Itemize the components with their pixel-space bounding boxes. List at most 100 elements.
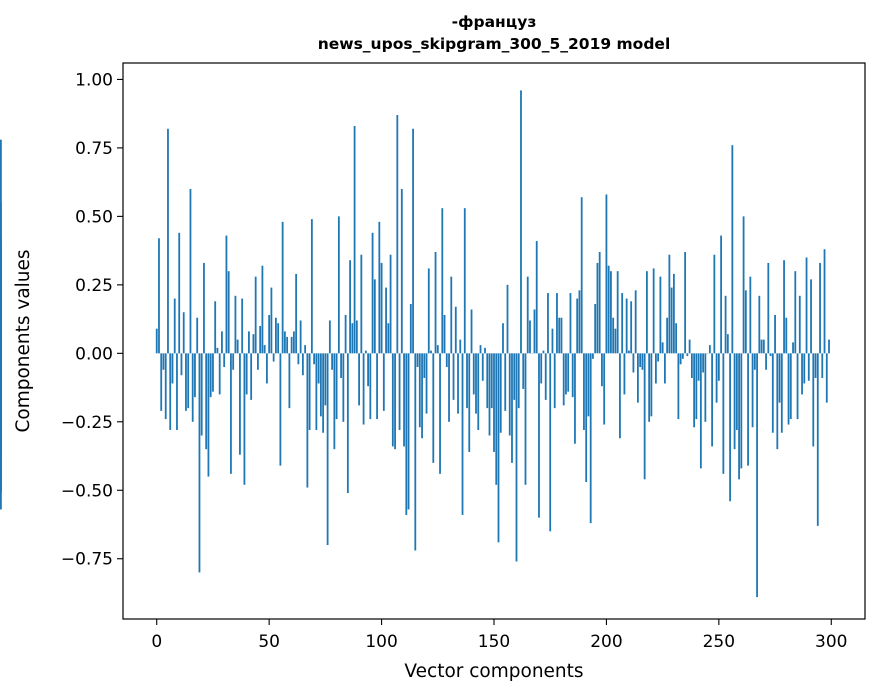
bar-33 — [230, 353, 232, 474]
bar-37 — [239, 353, 241, 455]
bar-16 — [191, 353, 194, 422]
bar-78 — [331, 353, 334, 370]
bar-141 — [472, 353, 475, 395]
bar-189 — [580, 197, 583, 354]
bar-undefined — [0, 325, 2, 354]
bar-195 — [594, 304, 597, 354]
bar-260 — [740, 353, 743, 469]
x-tick-label: 150 — [478, 632, 510, 652]
bar-109 — [400, 188, 403, 354]
bar-297 — [823, 249, 826, 354]
bar-128 — [443, 314, 446, 354]
bar-7 — [171, 353, 174, 384]
bar-175 — [549, 353, 552, 532]
bar-61 — [292, 331, 295, 354]
bar-247 — [711, 353, 713, 447]
bar-294 — [816, 353, 819, 526]
x-axis: 0 50 100 150 200 250 300 — [151, 619, 847, 652]
bar-1 — [158, 238, 160, 354]
bar-239 — [693, 353, 696, 428]
bar-214 — [637, 353, 639, 403]
bar-95 — [369, 353, 372, 420]
bar-15 — [189, 188, 192, 354]
bar-172 — [542, 350, 545, 354]
bar-291 — [810, 279, 812, 354]
bar-193 — [589, 353, 592, 524]
bar-249 — [715, 353, 718, 403]
bar-279 — [783, 260, 785, 354]
bar-115 — [414, 353, 417, 551]
y-tick-label: 0.25 — [75, 276, 113, 296]
bar-234 — [681, 353, 684, 359]
bar-135 — [459, 339, 462, 354]
bar-275 — [774, 314, 776, 354]
bar-80 — [335, 353, 338, 420]
bar-50 — [268, 314, 271, 354]
bar-163 — [522, 353, 525, 389]
bar-198 — [601, 353, 603, 387]
bar-87 — [351, 323, 354, 354]
bar-23 — [207, 353, 210, 477]
bar-146 — [484, 347, 486, 354]
bar-190 — [583, 353, 585, 431]
bar-272 — [767, 262, 770, 354]
bar-41 — [248, 331, 250, 354]
bar-295 — [819, 262, 821, 354]
bar-200 — [605, 194, 608, 354]
bar-138 — [466, 353, 468, 409]
bar-145 — [481, 353, 484, 381]
bar-104 — [389, 254, 392, 354]
bar-194 — [592, 353, 594, 359]
bar-113 — [409, 304, 412, 354]
bar-181 — [562, 353, 565, 406]
bar-143 — [477, 353, 480, 431]
bar-164 — [524, 353, 527, 485]
bar-153 — [499, 353, 502, 433]
bar-82 — [340, 353, 342, 378]
bar-215 — [639, 353, 642, 368]
bar-119 — [423, 353, 426, 378]
bar-36 — [236, 339, 239, 354]
bar-299 — [828, 339, 830, 354]
bar-227 — [666, 317, 669, 354]
bar-75 — [324, 353, 327, 406]
bar-150 — [493, 353, 495, 452]
bar-88 — [353, 126, 356, 354]
bar-77 — [328, 320, 331, 354]
bar-132 — [452, 353, 455, 400]
bar-290 — [807, 353, 810, 381]
bar-105 — [391, 353, 394, 447]
y-tick-label: 0.00 — [75, 344, 113, 364]
bar-298 — [825, 353, 828, 403]
bar-211 — [630, 301, 633, 354]
bar-288 — [803, 353, 806, 384]
bar-91 — [360, 254, 363, 354]
bar-210 — [628, 350, 630, 354]
bar-251 — [720, 235, 722, 354]
bar-155 — [504, 353, 507, 411]
bar-79 — [333, 353, 336, 450]
bar-199 — [603, 353, 606, 425]
bar-255 — [729, 353, 731, 502]
bar-102 — [385, 287, 387, 354]
y-tick-label: 0.50 — [75, 207, 113, 227]
bar-86 — [349, 260, 351, 354]
x-axis-label: Vector components — [404, 661, 583, 682]
bar-162 — [520, 90, 522, 354]
bar-212 — [632, 353, 635, 373]
bar-206 — [619, 353, 621, 439]
bar-147 — [486, 353, 489, 409]
bar-20 — [200, 353, 203, 436]
bar-70 — [313, 353, 316, 365]
bar-283 — [792, 342, 794, 354]
bar-273 — [769, 353, 772, 357]
bar-213 — [634, 290, 637, 354]
bar-191 — [585, 353, 588, 483]
bar-170 — [538, 353, 540, 518]
bar-83 — [342, 353, 345, 422]
bar-202 — [610, 271, 612, 354]
bar-271 — [765, 353, 767, 370]
bar-103 — [387, 323, 390, 354]
bar-262 — [744, 290, 747, 354]
